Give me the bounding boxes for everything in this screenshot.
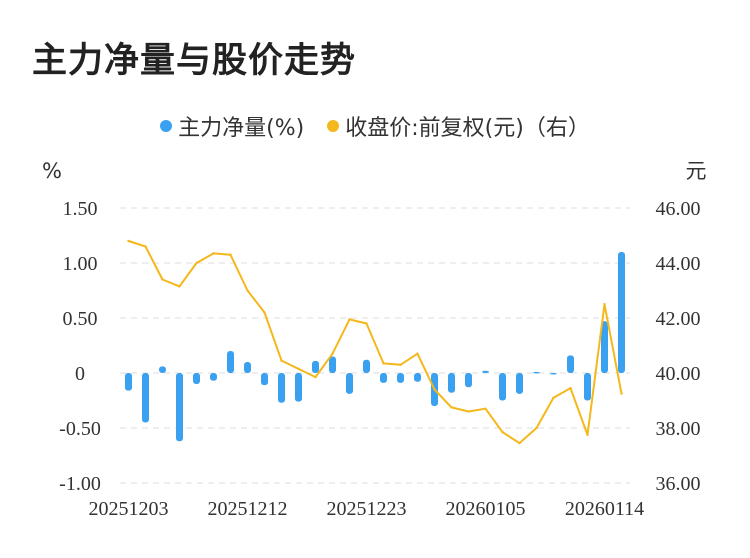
price-point: [178, 285, 181, 288]
bar[interactable]: [244, 362, 251, 373]
left-axis-tick-label: -1.00: [59, 473, 101, 495]
price-point: [569, 386, 572, 390]
bar[interactable]: [601, 321, 608, 373]
right-axis-tick-label: 44.00: [656, 253, 701, 275]
price-point: [399, 363, 402, 366]
price-point: [331, 352, 334, 355]
price-point: [552, 396, 555, 399]
price-point: [229, 253, 232, 256]
bar[interactable]: [193, 373, 200, 384]
price-point: [297, 367, 300, 371]
bar[interactable]: [533, 371, 540, 374]
bar[interactable]: [618, 252, 625, 373]
bar[interactable]: [142, 373, 149, 423]
price-point: [280, 359, 283, 362]
x-axis-tick-label: 20251223: [327, 498, 407, 520]
legend-line-label: 收盘价:前复权(元)（右）: [345, 116, 590, 141]
legend-bar-dot-icon: [160, 120, 173, 132]
left-axis-tick-label: 1.00: [63, 253, 98, 275]
bar[interactable]: [448, 373, 455, 393]
left-axis-unit: %: [42, 159, 62, 183]
x-axis-tick-label: 20251203: [89, 498, 169, 520]
bar[interactable]: [516, 373, 523, 394]
price-point: [518, 441, 521, 445]
bar[interactable]: [312, 360, 319, 373]
bar[interactable]: [567, 355, 574, 373]
price-point: [348, 318, 351, 321]
price-point: [535, 426, 538, 430]
bar[interactable]: [482, 370, 489, 373]
price-point: [161, 278, 164, 281]
bar[interactable]: [210, 373, 217, 381]
legend-line-dot-icon: [327, 120, 340, 132]
price-point: [212, 252, 215, 255]
price-point: [263, 311, 266, 314]
bar[interactable]: [550, 373, 557, 375]
legend-item-line[interactable]: 收盘价:前复权(元)（右）: [327, 110, 590, 142]
left-axis-ticks: 1.50 1.00 0.50 0 -0.50 -1.00: [59, 198, 101, 495]
bar[interactable]: [329, 356, 336, 374]
bar[interactable]: [176, 373, 183, 442]
x-axis-tick-label: 20260114: [565, 498, 644, 520]
left-axis-tick-label: 1.50: [63, 198, 98, 220]
price-line[interactable]: [128, 240, 623, 445]
right-axis-unit: 元: [686, 159, 707, 183]
line-series: [127, 239, 623, 445]
price-point: [433, 388, 436, 391]
bar[interactable]: [295, 373, 302, 402]
bar[interactable]: [380, 373, 387, 383]
bar[interactable]: [584, 373, 591, 401]
bar[interactable]: [499, 373, 506, 401]
price-point: [246, 289, 249, 292]
x-axis-ticks: 20251203 20251212 20251223 20260105 20260114: [89, 498, 645, 520]
right-axis-ticks: 46.00 44.00 42.00 40.00 38.00 36.00: [656, 198, 701, 495]
x-axis-tick-label: 20260105: [446, 498, 526, 520]
bar[interactable]: [363, 359, 370, 373]
left-axis-tick-label: 0.50: [63, 308, 98, 330]
price-point: [382, 362, 385, 365]
bar[interactable]: [465, 373, 472, 388]
bar[interactable]: [397, 373, 404, 383]
bar[interactable]: [159, 366, 166, 373]
price-point: [416, 352, 419, 355]
price-point: [450, 406, 453, 409]
price-point: [603, 303, 606, 306]
price-point: [586, 433, 589, 437]
price-point: [314, 375, 317, 379]
x-axis-tick-label: 20251212: [208, 498, 288, 520]
left-axis-tick-label: 0: [75, 363, 85, 385]
price-point: [484, 407, 487, 410]
legend-item-bar[interactable]: 主力净量(%): [160, 110, 304, 142]
price-point: [365, 322, 368, 325]
bar[interactable]: [125, 373, 132, 391]
right-axis-tick-label: 38.00: [656, 418, 701, 440]
right-axis-tick-label: 42.00: [656, 308, 701, 330]
legend-bar-label: 主力净量(%): [178, 116, 305, 141]
right-axis-tick-label: 46.00: [656, 198, 701, 220]
price-point: [195, 261, 198, 265]
chart-legend: 主力净量(%) 收盘价:前复权(元)（右）: [0, 110, 750, 142]
bar-series: [125, 252, 625, 442]
right-axis-tick-label: 36.00: [656, 473, 701, 495]
page-title: 主力净量与股价走势: [32, 41, 357, 81]
price-point: [501, 430, 504, 434]
price-point: [467, 410, 470, 413]
bar[interactable]: [414, 373, 421, 382]
price-point: [127, 239, 130, 243]
right-axis-tick-label: 40.00: [656, 363, 701, 385]
left-axis-tick-label: -0.50: [59, 418, 101, 440]
bar[interactable]: [278, 373, 285, 403]
grid-lines: [120, 207, 630, 484]
bar[interactable]: [346, 373, 353, 394]
price-point: [144, 245, 147, 248]
price-point: [620, 392, 623, 395]
bar[interactable]: [227, 351, 234, 373]
bar[interactable]: [261, 373, 268, 386]
